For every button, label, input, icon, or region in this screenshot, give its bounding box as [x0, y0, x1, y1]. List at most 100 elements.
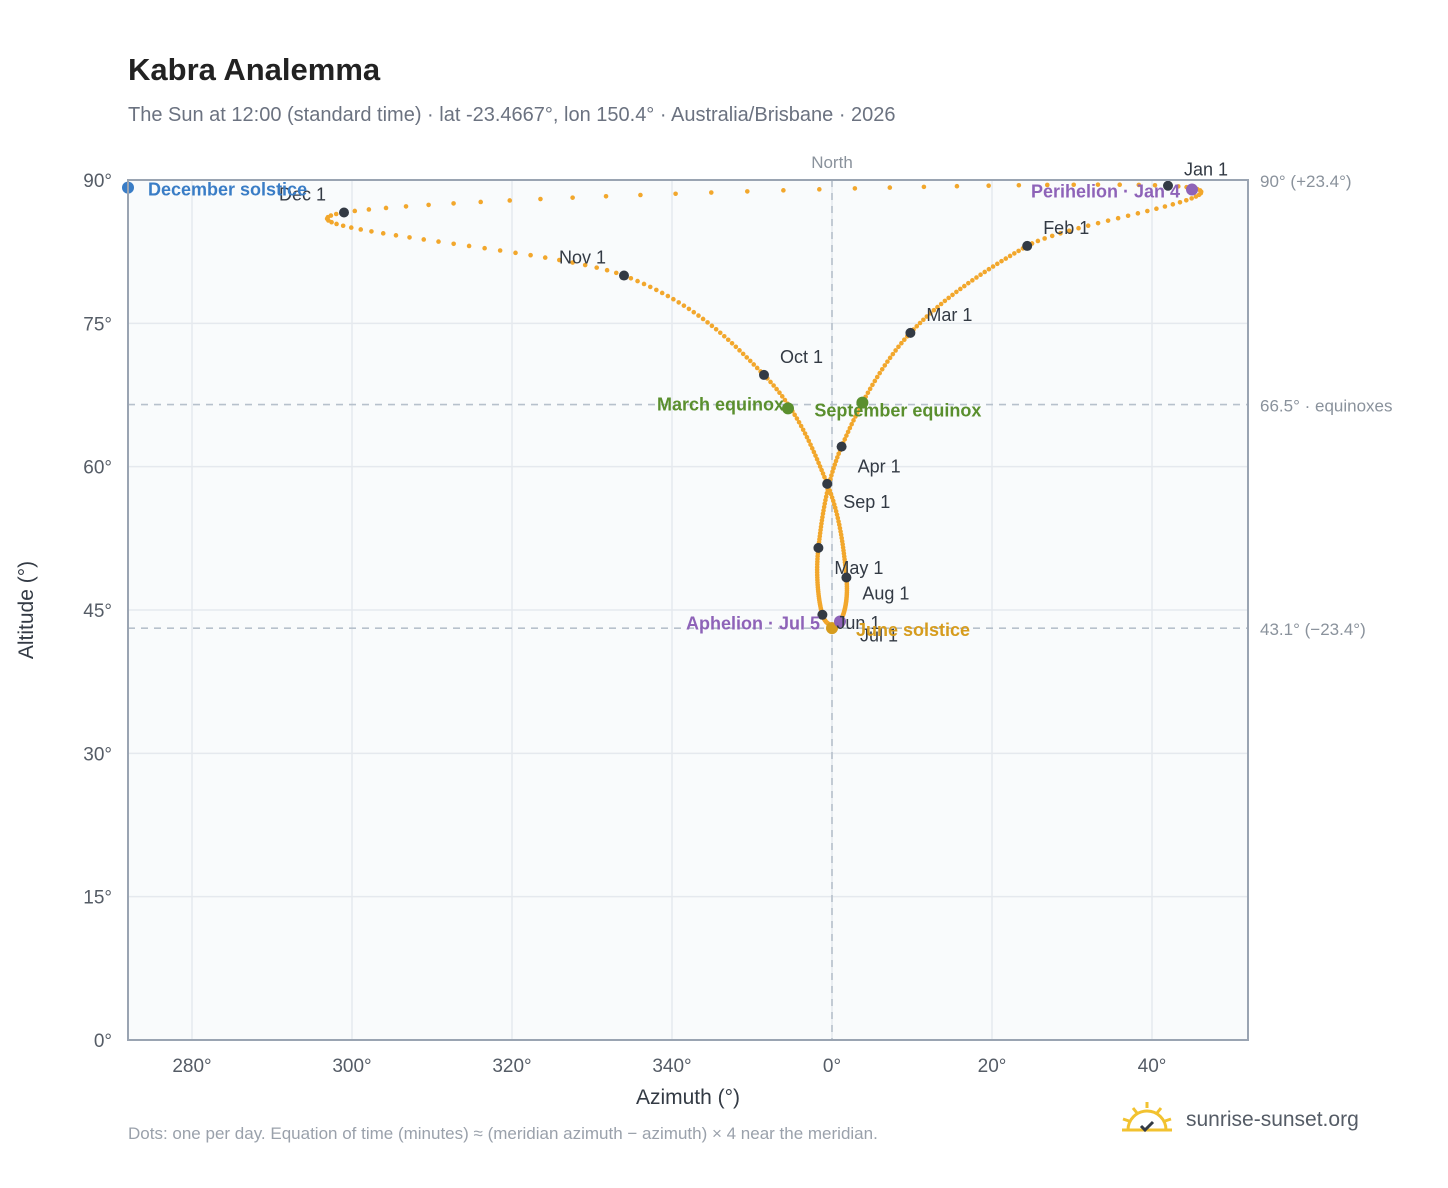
daily-sun-dot	[1193, 194, 1199, 199]
brand-text: sunrise-sunset.org	[1186, 1108, 1359, 1131]
y-tick-label: 60°	[83, 458, 112, 479]
daily-sun-dot	[877, 370, 883, 376]
daily-sun-dot	[744, 355, 750, 360]
daily-sun-dot	[845, 429, 851, 435]
daily-sun-dot	[890, 351, 896, 357]
daily-sun-dot	[635, 278, 640, 284]
month-label: Jan 1	[1184, 160, 1228, 180]
daily-sun-dot	[851, 418, 856, 423]
month-point	[905, 327, 916, 338]
daily-sun-dot	[809, 446, 815, 451]
daily-sun-dot	[887, 355, 893, 361]
daily-sun-dot	[1012, 251, 1017, 256]
daily-sun-dot	[403, 204, 409, 209]
daily-sun-dot	[950, 292, 955, 298]
daily-sun-dot	[804, 434, 810, 440]
daily-sun-dot	[686, 306, 692, 312]
daily-sun-dot	[654, 287, 659, 293]
daily-sun-dot	[497, 248, 503, 253]
daily-sun-dot	[829, 473, 834, 478]
daily-sun-dot	[870, 382, 875, 388]
reference-line-label: 90° (+23.4°)	[1260, 172, 1352, 191]
daily-sun-dot	[754, 365, 760, 371]
daily-sun-dot	[853, 414, 858, 419]
daily-sun-dot	[721, 333, 727, 339]
daily-sun-dot	[774, 386, 779, 392]
daily-sun-dot	[820, 471, 826, 476]
daily-sun-dot	[874, 374, 880, 380]
daily-sun-dot	[882, 363, 888, 368]
daily-sun-dot	[817, 464, 823, 469]
daily-sun-dot	[823, 497, 828, 503]
daily-sun-dot	[962, 283, 967, 289]
daily-sun-dot	[1095, 182, 1101, 187]
daily-sun-dot	[782, 397, 788, 403]
daily-sun-dot	[831, 465, 836, 471]
equinox-point	[782, 402, 794, 415]
meridian-label: North	[811, 153, 853, 172]
daily-sun-dot	[821, 504, 827, 510]
x-axis-title: Azimuth (°)	[636, 1086, 740, 1109]
x-tick-label: 0°	[823, 1056, 841, 1077]
daily-sun-dot	[333, 211, 339, 217]
daily-sun-dot	[938, 301, 944, 307]
daily-sun-dot	[737, 348, 742, 353]
daily-sun-dot	[835, 455, 840, 460]
daily-sun-dot	[814, 456, 820, 462]
daily-sun-dot	[717, 330, 723, 336]
apsis-point	[834, 615, 846, 628]
daily-sun-dot	[781, 188, 786, 193]
daily-sun-dot	[817, 187, 822, 192]
daily-sun-dot	[570, 260, 575, 265]
daily-sun-dot	[696, 313, 701, 318]
daily-sun-dot	[813, 453, 818, 458]
y-tick-label: 45°	[83, 601, 112, 622]
daily-sun-dot	[604, 267, 610, 273]
daily-sun-dot	[777, 390, 782, 396]
month-label: Apr 1	[858, 457, 901, 477]
daily-sun-dot	[1085, 223, 1091, 228]
month-point	[841, 572, 852, 583]
daily-sun-dot	[647, 284, 653, 290]
daily-sun-dot	[1154, 206, 1159, 212]
month-label: Dec 1	[279, 184, 326, 204]
daily-sun-dot	[1184, 197, 1189, 203]
daily-sun-dot	[659, 290, 665, 296]
daily-sun-dot	[800, 427, 806, 433]
daily-sun-dot	[798, 423, 804, 429]
daily-sun-dot	[613, 270, 619, 276]
daily-sun-dot	[896, 344, 901, 350]
month-point	[836, 441, 847, 452]
daily-sun-dot	[340, 223, 346, 229]
daily-sun-dot	[1162, 204, 1168, 209]
month-label: Jun 1	[836, 613, 880, 633]
event-label: September equinox	[814, 401, 981, 421]
daily-sun-dot	[830, 469, 835, 475]
daily-sun-dot	[745, 189, 750, 194]
daily-sun-dot	[708, 190, 714, 195]
daily-sun-dot	[833, 458, 839, 464]
event-label: March equinox	[657, 394, 784, 414]
daily-sun-dot	[1016, 182, 1022, 188]
daily-sun-dot	[436, 239, 441, 244]
sun-logo-icon	[1122, 1102, 1172, 1133]
daily-sun-dot	[691, 309, 697, 315]
daily-sun-dot	[1125, 213, 1131, 219]
daily-sun-dot	[924, 314, 930, 319]
daily-sun-dot	[507, 198, 513, 203]
equinox-point	[856, 396, 869, 409]
daily-sun-dot	[885, 359, 890, 364]
daily-sun-dot	[407, 235, 412, 240]
daily-sun-dot	[725, 337, 731, 343]
daily-sun-dot	[1071, 182, 1077, 188]
event-label: Aphelion · Jul 5	[686, 613, 820, 633]
daily-sun-dot	[1189, 196, 1194, 201]
daily-sun-dot	[380, 231, 386, 236]
brand-link[interactable]: sunrise-sunset.org	[1120, 1100, 1359, 1140]
solstice-jun-point	[826, 622, 838, 635]
x-tick-label: 20°	[978, 1056, 1007, 1077]
daily-sun-dot	[751, 362, 757, 367]
daily-sun-dot	[1145, 208, 1150, 214]
daily-sun-dot	[1115, 215, 1121, 221]
daily-sun-dot	[747, 358, 753, 364]
